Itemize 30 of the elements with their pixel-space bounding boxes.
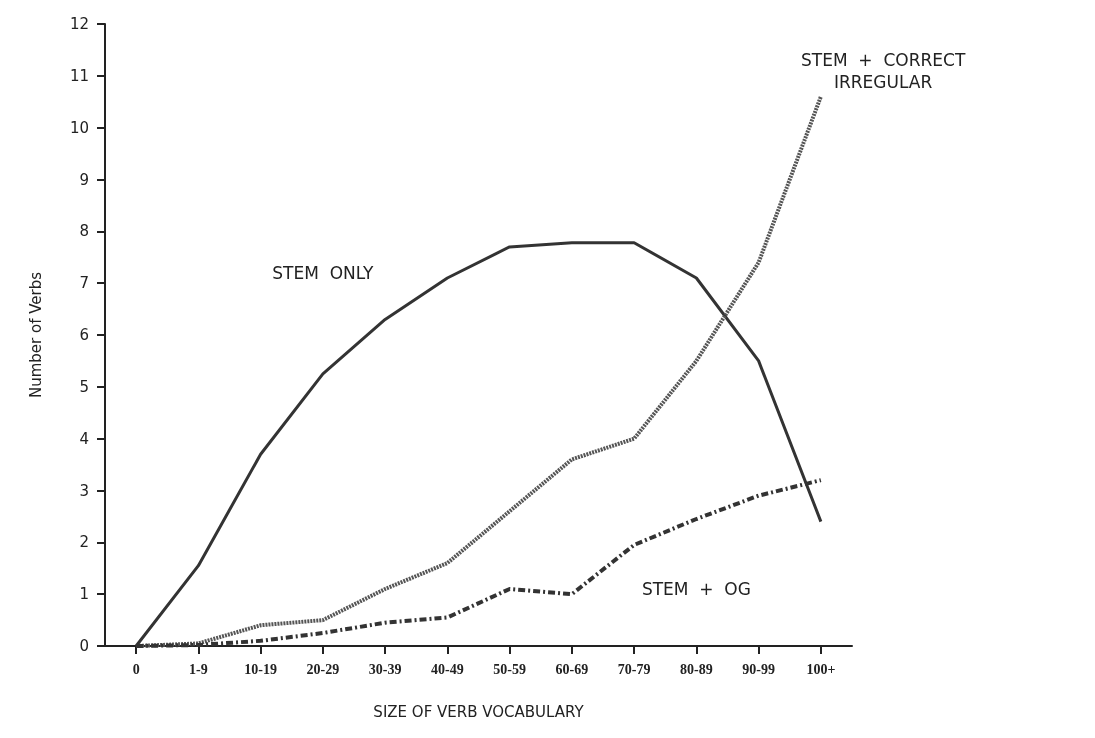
y-tick-label: 1 <box>79 585 89 604</box>
x-tick-label: 60-69 <box>555 661 589 677</box>
y-tick-label: 7 <box>79 274 89 293</box>
y-tick-label: 3 <box>79 481 89 500</box>
x-tick-label: 10-19 <box>244 661 277 677</box>
x-tick-label: 40-49 <box>431 661 464 677</box>
x-axis-title: SIZE OF VERB VOCABULARY <box>373 702 585 721</box>
x-tick-label: 30-39 <box>368 661 402 677</box>
y-axis-title: Number of Verbs <box>26 271 45 399</box>
x-tick-label: 1-9 <box>189 661 208 677</box>
series-label: STEM + CORRECT IRREGULAR <box>800 49 966 92</box>
y-tick-label: 0 <box>79 637 89 655</box>
y-tick-label: 12 <box>69 15 89 33</box>
y-tick-label: 4 <box>79 429 89 448</box>
y-tick-label: 9 <box>79 170 89 189</box>
x-tick-label: 80-89 <box>680 661 713 677</box>
x-tick-label: 0 <box>132 661 140 677</box>
text: STEM ONLY <box>272 262 375 283</box>
y-tick-label: 6 <box>79 326 89 344</box>
x-tick-label: 20-29 <box>306 661 340 677</box>
x-tick-label: 70-79 <box>617 661 651 677</box>
series-label: STEM + OG <box>641 578 751 599</box>
x-tick-label: 50-59 <box>493 661 526 677</box>
y-tick-label: 10 <box>69 118 89 137</box>
x-tick-label: 90-99 <box>742 661 775 677</box>
y-tick-label: 11 <box>69 66 89 85</box>
y-tick-label: 8 <box>79 222 89 241</box>
y-tick-label: 2 <box>79 533 89 552</box>
y-tick-label: 5 <box>79 377 89 396</box>
x-tick-label: 100+ <box>806 661 836 677</box>
